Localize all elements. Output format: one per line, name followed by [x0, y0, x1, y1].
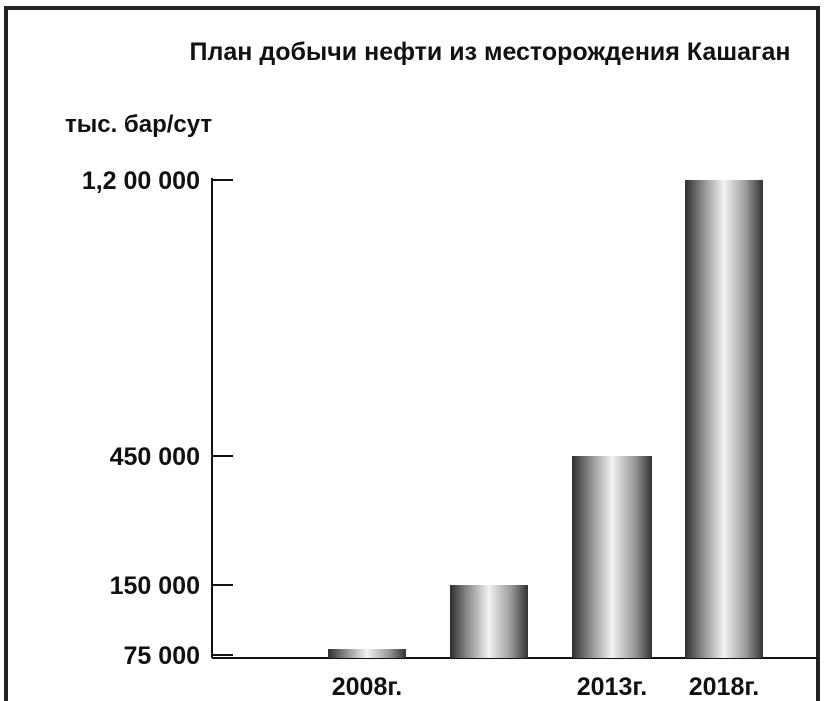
- y-axis-unit-label: тыс. бар/сут: [65, 111, 212, 138]
- y-tick-label: 150 000: [110, 572, 200, 600]
- x-category-label: 2008г.: [332, 673, 402, 701]
- y-ticks: 75 000 150 000 450 000 1,2 00 000: [82, 167, 233, 670]
- x-category-labels: 2008г. 2013г. 2018г.: [332, 673, 759, 701]
- bar: [572, 456, 652, 658]
- bars: [328, 180, 763, 658]
- x-category-label: 2018г.: [689, 673, 759, 701]
- y-tick-label: 450 000: [110, 443, 200, 471]
- y-tick-label: 75 000: [124, 642, 200, 670]
- bar: [450, 585, 528, 658]
- chart-frame: [4, 6, 820, 701]
- bar: [685, 180, 763, 658]
- bar: [328, 649, 406, 658]
- chart-title: План добычи нефти из месторождения Кашаг…: [190, 38, 791, 66]
- x-category-label: 2013г.: [577, 673, 647, 701]
- y-tick-label: 1,2 00 000: [82, 167, 200, 195]
